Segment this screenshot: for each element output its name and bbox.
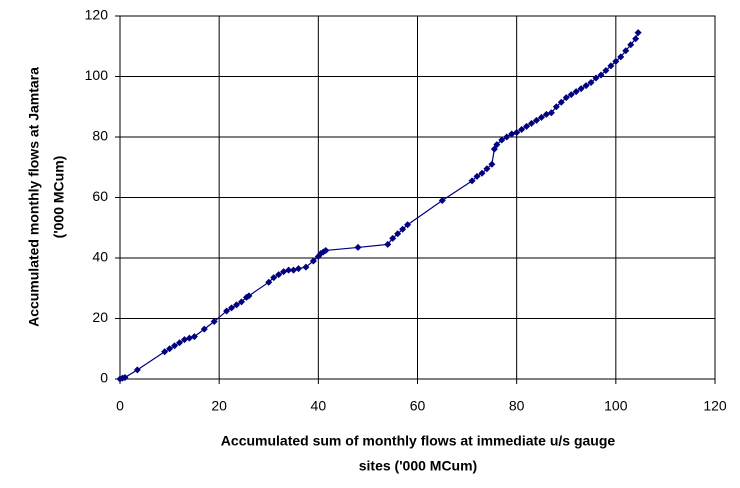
y-tick-label: 0	[100, 370, 108, 386]
data-marker	[478, 169, 486, 177]
data-marker	[295, 265, 302, 273]
x-axis-title: sites ('000 MCum)	[359, 458, 477, 474]
data-marker	[572, 88, 580, 96]
data-marker	[602, 66, 610, 74]
data-marker	[245, 292, 253, 300]
data-marker	[537, 113, 545, 121]
plot-frame	[119, 15, 716, 380]
data-marker	[493, 141, 501, 149]
data-marker	[190, 333, 198, 341]
data-marker	[302, 263, 310, 271]
data-marker	[309, 257, 317, 265]
data-marker	[503, 133, 511, 141]
y-tick-label: 60	[92, 188, 108, 204]
data-marker	[265, 278, 273, 286]
data-marker	[528, 119, 536, 127]
data-marker	[513, 128, 521, 136]
data-marker	[533, 116, 540, 124]
y-tick-label: 120	[85, 7, 109, 23]
data-marker	[322, 246, 330, 254]
data-marker	[523, 122, 531, 130]
data-marker	[483, 165, 491, 173]
data-marker	[622, 47, 630, 55]
data-marker	[632, 35, 640, 43]
data-marker	[270, 274, 278, 282]
data-marker	[607, 62, 615, 70]
data-marker	[237, 298, 245, 306]
data-marker	[557, 98, 565, 106]
data-marker	[617, 53, 625, 61]
y-axis-title: Accumulated monthly flows at Jamtara	[26, 67, 42, 327]
data-marker	[133, 366, 141, 374]
data-marker	[597, 71, 605, 79]
data-marker	[582, 82, 590, 90]
data-marker	[438, 197, 446, 205]
data-marker	[468, 177, 476, 185]
data-marker	[354, 243, 362, 251]
data-marker	[552, 103, 560, 111]
data-line	[119, 32, 639, 380]
data-marker	[394, 230, 402, 238]
data-marker	[634, 29, 642, 37]
data-marker	[121, 373, 129, 381]
data-marker	[200, 325, 208, 333]
data-marker	[176, 339, 183, 347]
x-tick-label: 120	[703, 398, 727, 414]
y-tick-label: 100	[85, 67, 109, 83]
data-marker	[612, 57, 620, 65]
y-tick-label: 80	[92, 128, 108, 144]
data-marker	[399, 225, 407, 233]
x-tick-label: 20	[211, 398, 227, 414]
data-marker	[285, 266, 293, 274]
data-marker	[562, 94, 570, 102]
y-tick-label: 20	[92, 309, 108, 325]
data-marker	[627, 41, 635, 49]
data-marker	[488, 160, 496, 168]
data-marker	[233, 301, 241, 309]
x-tick-label: 60	[410, 398, 426, 414]
y-tick-label: 40	[92, 249, 108, 265]
data-marker	[404, 221, 412, 229]
data-marker	[473, 172, 481, 180]
y-axis-title: ('000 MCum)	[51, 156, 67, 239]
x-tick-label: 80	[509, 398, 525, 414]
data-marker	[490, 145, 498, 153]
x-tick-label: 40	[311, 398, 327, 414]
data-marker	[592, 74, 600, 82]
data-marker	[171, 342, 179, 350]
data-marker	[587, 79, 595, 87]
data-marker	[223, 307, 231, 315]
x-tick-label: 100	[604, 398, 628, 414]
data-marker	[228, 304, 236, 312]
data-marker	[161, 348, 169, 356]
data-marker	[518, 125, 526, 133]
data-marker	[384, 240, 392, 248]
x-tick-label: 0	[116, 398, 124, 414]
data-marker	[210, 318, 218, 326]
x-axis-title: Accumulated sum of monthly flows at imme…	[221, 433, 616, 449]
data-marker	[498, 136, 506, 144]
data-marker	[275, 271, 283, 279]
data-marker	[567, 91, 575, 99]
data-marker	[166, 345, 174, 353]
data-marker	[547, 109, 555, 117]
data-marker	[577, 85, 585, 93]
data-marker	[389, 234, 397, 242]
